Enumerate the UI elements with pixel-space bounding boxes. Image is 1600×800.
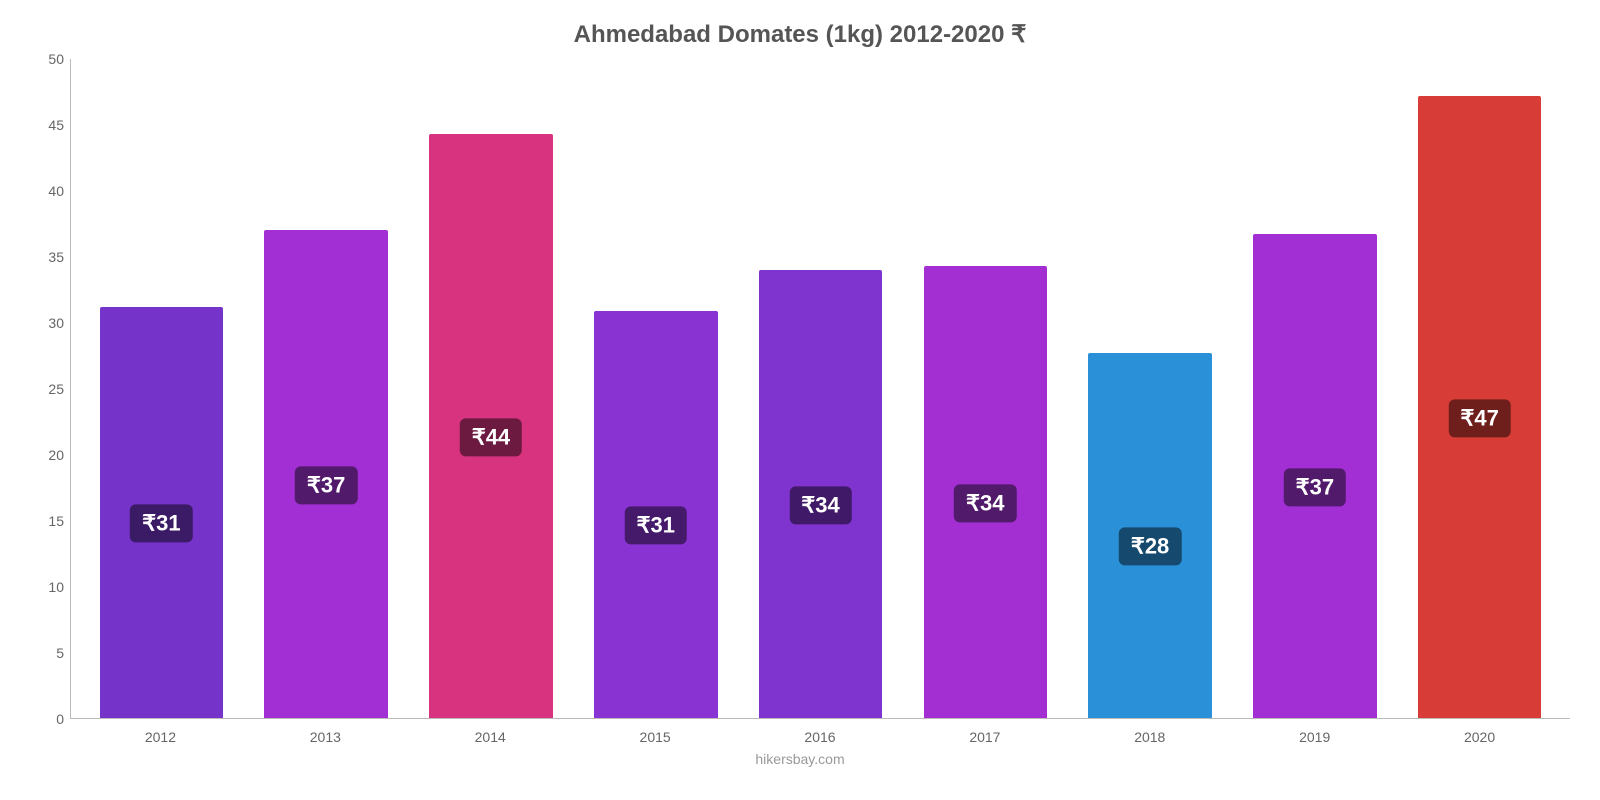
bar-value-label: ₹47 [1448,399,1510,437]
bar-column: ₹28 [1068,59,1233,718]
bar-value-label: ₹31 [130,505,192,543]
bar: ₹31 [594,311,718,718]
chart-title: Ahmedabad Domates (1kg) 2012-2020 ₹ [30,20,1570,49]
bar-value-label: ₹34 [954,484,1016,522]
plot-row: 05101520253035404550 ₹31₹37₹44₹31₹34₹34₹… [30,59,1570,719]
bar: ₹44 [429,134,553,718]
bar-value-label: ₹37 [295,467,357,505]
bar: ₹31 [100,307,224,718]
bar-value-label: ₹37 [1284,469,1346,507]
bar: ₹47 [1418,96,1542,718]
x-tick: 2015 [573,719,738,745]
x-tick: 2014 [408,719,573,745]
x-tick: 2018 [1067,719,1232,745]
bar-column: ₹37 [1232,59,1397,718]
y-tick: 0 [30,711,64,727]
bar-column: ₹47 [1397,59,1562,718]
bar-column: ₹34 [738,59,903,718]
bar-column: ₹31 [79,59,244,718]
bar: ₹37 [1253,234,1377,718]
bar-column: ₹37 [244,59,409,718]
y-tick: 40 [30,183,64,199]
y-tick: 50 [30,51,64,67]
price-bar-chart: Ahmedabad Domates (1kg) 2012-2020 ₹ 0 5 10… [0,0,1600,800]
bar-column: ₹44 [409,59,574,718]
x-tick: 2019 [1232,719,1397,745]
y-tick: 30 [30,315,64,331]
y-axis: 05101520253035404550 [30,59,70,719]
plot-area: ₹31 ₹37 ₹44 ₹31 ₹34 ₹34 ₹28 ₹37 ₹47 [70,59,1570,719]
bar: ₹34 [759,270,883,718]
bars-container: ₹31 ₹37 ₹44 ₹31 ₹34 ₹34 ₹28 ₹37 ₹47 [71,59,1570,718]
y-tick: 20 [30,447,64,463]
bar-column: ₹34 [903,59,1068,718]
y-tick: 5 [30,645,64,661]
bar: ₹34 [924,266,1048,718]
bar-value-label: ₹31 [624,507,686,545]
bar-column: ₹31 [573,59,738,718]
y-tick: 15 [30,513,64,529]
x-tick: 2013 [243,719,408,745]
x-tick: 2016 [738,719,903,745]
bar-value-label: ₹44 [460,418,522,456]
bar: ₹37 [264,230,388,718]
x-tick: 2017 [902,719,1067,745]
x-tick: 2020 [1397,719,1562,745]
attribution-text: hikersbay.com [30,751,1570,767]
x-tick: 2012 [78,719,243,745]
bar: ₹28 [1088,353,1212,718]
bar-value-label: ₹34 [789,486,851,524]
y-tick: 25 [30,381,64,397]
bar-value-label: ₹28 [1119,528,1181,566]
x-axis: 201220132014201520162017201820192020 [70,719,1570,745]
y-tick: 10 [30,579,64,595]
y-tick: 45 [30,117,64,133]
y-tick: 35 [30,249,64,265]
